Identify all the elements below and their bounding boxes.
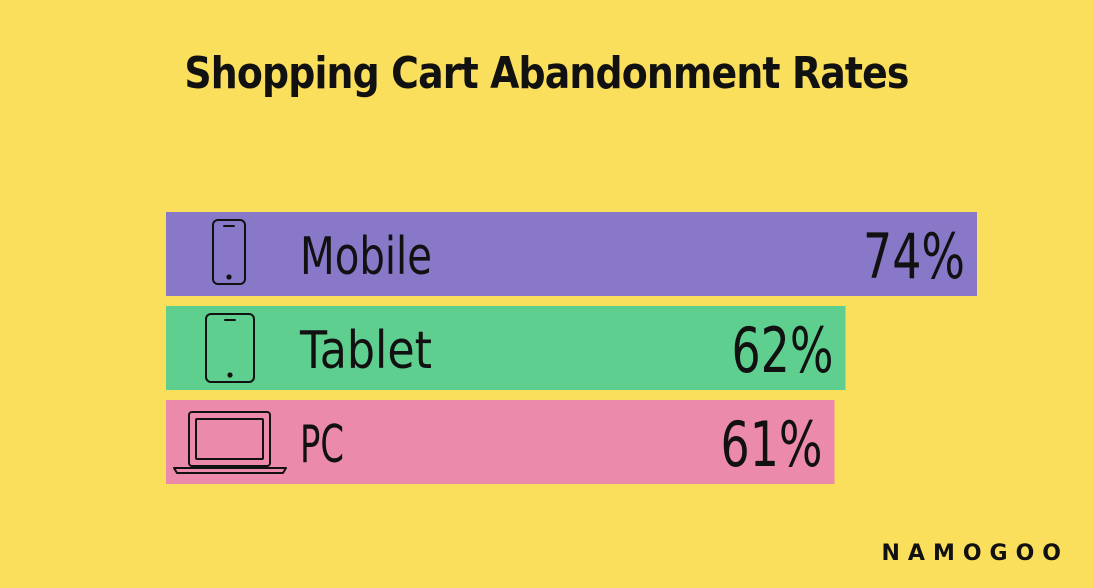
value-label-pc: 61% [721,408,823,481]
bar-pc [166,400,835,484]
value-label-tablet: 62% [731,314,833,387]
laptop-icon [173,411,287,474]
bar-tablet [166,306,846,390]
category-label-mobile: Mobile [300,227,432,287]
brand-logo: NAMOGOO [881,541,1069,566]
value-label-mobile: 74% [863,220,965,293]
chart-title: Shopping Cart Abandonment Rates [184,48,909,99]
smartphone-icon [212,219,246,285]
tablet-icon [205,313,255,383]
category-label-tablet: Tablet [299,321,432,381]
category-label-pc: PC [300,415,344,475]
bar-mobile [166,212,977,296]
